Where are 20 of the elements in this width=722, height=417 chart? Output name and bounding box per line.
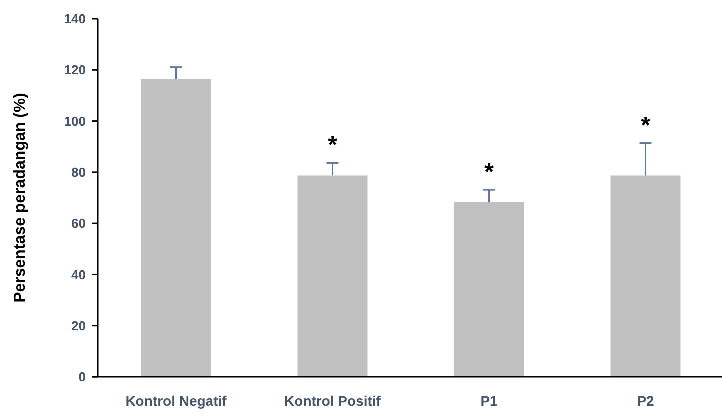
y-tick-label: 20 xyxy=(72,318,86,334)
y-tick-label: 80 xyxy=(72,164,86,180)
y-tick-label: 0 xyxy=(78,370,86,385)
y-tick-label: 140 xyxy=(64,12,86,27)
annotation: * xyxy=(641,112,652,140)
annotation: * xyxy=(328,132,338,160)
bar xyxy=(141,79,212,377)
y-tick-label: 120 xyxy=(64,62,86,78)
y-axis-title: Persentase peradangan (%) xyxy=(12,93,29,303)
y-tick-label: 60 xyxy=(72,216,86,232)
x-tick-label: P1 xyxy=(480,393,498,409)
x-tick-label: P2 xyxy=(637,393,655,409)
bar xyxy=(298,176,368,377)
annotation: * xyxy=(484,159,495,186)
y-tick-label: 100 xyxy=(64,114,86,129)
bar xyxy=(454,202,524,377)
y-tick-label: 40 xyxy=(72,267,86,282)
x-tick-label: Kontrol Negatif xyxy=(126,393,228,409)
x-tick-label: Kontrol Positif xyxy=(284,393,382,409)
bar xyxy=(610,176,681,377)
